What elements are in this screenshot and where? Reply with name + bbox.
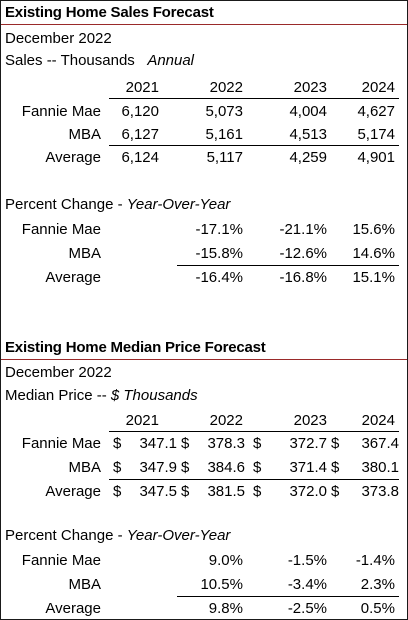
currency-symbol: $	[113, 435, 122, 452]
sales-pct-value: 14.6%	[352, 245, 395, 262]
price-row-label: Fannie Mae	[21, 435, 101, 452]
price-date: December 2022	[5, 364, 112, 381]
price-pct-value: -2.5%	[287, 600, 327, 617]
price-pct-value: 2.3%	[360, 576, 395, 593]
price-pct-value: 10.5%	[200, 576, 243, 593]
sales-year-header: 2022	[209, 79, 243, 96]
price-year-header: 2024	[361, 412, 395, 429]
sales-value: 5,117	[206, 149, 243, 166]
price-value: $347.9	[113, 459, 177, 476]
price-pct-value: 9.0%	[208, 552, 243, 569]
sales-value: 6,124	[121, 149, 159, 166]
price-value: $372.7	[253, 435, 327, 452]
price-pct-suffix: Year-Over-Year	[126, 527, 231, 544]
price-pct-value: -3.4%	[287, 576, 327, 593]
currency-symbol: $	[181, 435, 190, 452]
currency-symbol: $	[113, 483, 122, 500]
currency-symbol: $	[253, 435, 262, 452]
currency-symbol: $	[331, 435, 340, 452]
sales-row-label: MBA	[68, 126, 101, 143]
sales-units-prefix: Sales -- Thousands	[5, 52, 135, 69]
price-value: $378.3	[181, 435, 245, 452]
sales-pct-value: -16.8%	[279, 269, 327, 286]
sales-pct-prefix: Percent Change -	[5, 196, 127, 213]
total-underline	[109, 479, 399, 480]
price-units-suffix: $ Thousands	[110, 387, 198, 404]
sales-pct-value: -12.6%	[279, 245, 327, 262]
price-row-label: MBA	[68, 459, 101, 476]
price-units-prefix: Median Price --	[5, 387, 111, 404]
price-row-label: Average	[45, 483, 101, 500]
sales-year-header: 2021	[125, 79, 159, 96]
section-divider	[1, 359, 407, 360]
sales-value: 4,259	[289, 149, 327, 166]
sales-pct-value: -21.1%	[279, 221, 327, 238]
price-pct-value: -1.4%	[355, 552, 395, 569]
sales-year-header: 2023	[293, 79, 327, 96]
total-underline	[177, 596, 399, 597]
price-pct-row-label: Average	[45, 600, 101, 617]
sales-pct-suffix: Year-Over-Year	[126, 196, 231, 213]
currency-symbol: $	[331, 459, 340, 476]
price-value: $373.8	[331, 483, 399, 500]
sales-value: 4,901	[357, 149, 395, 166]
sales-row-label: Average	[45, 149, 101, 166]
currency-symbol: $	[181, 483, 190, 500]
sales-pct-row-label: Average	[45, 269, 101, 286]
sales-pct-label: Percent Change - Year-Over-Year	[5, 196, 230, 213]
price-value: $381.5	[181, 483, 245, 500]
header-underline	[109, 98, 399, 99]
sales-units-label: Sales -- Thousands Annual	[5, 52, 194, 69]
price-value: $347.1	[113, 435, 177, 452]
sales-value: 6,127	[121, 126, 159, 143]
sales-date: December 2022	[5, 30, 112, 47]
sales-section-title: Existing Home Sales Forecast	[5, 4, 214, 21]
price-year-header: 2021	[125, 412, 159, 429]
sales-pct-row-label: Fannie Mae	[21, 221, 101, 238]
sales-value: 4,513	[289, 126, 327, 143]
sales-value: 6,120	[121, 103, 159, 120]
price-pct-row-label: Fannie Mae	[21, 552, 101, 569]
price-section-title: Existing Home Median Price Forecast	[5, 339, 266, 356]
sales-pct-value: -17.1%	[195, 221, 243, 238]
price-year-header: 2022	[209, 412, 243, 429]
total-underline	[109, 145, 399, 146]
sales-units-suffix: Annual	[147, 52, 195, 69]
price-value: $367.4	[331, 435, 399, 452]
price-units-label: Median Price -- $ Thousands	[5, 387, 198, 404]
price-pct-prefix: Percent Change -	[5, 527, 127, 544]
price-pct-row-label: MBA	[68, 576, 101, 593]
currency-symbol: $	[331, 483, 340, 500]
sales-pct-value: 15.6%	[352, 221, 395, 238]
price-pct-value: -1.5%	[287, 552, 327, 569]
sales-pct-value: -15.8%	[195, 245, 243, 262]
sales-value: 4,627	[357, 103, 395, 120]
header-underline	[109, 431, 399, 432]
currency-symbol: $	[253, 483, 262, 500]
price-value: $384.6	[181, 459, 245, 476]
sales-pct-value: -16.4%	[195, 269, 243, 286]
sales-pct-value: 15.1%	[352, 269, 395, 286]
sales-value: 5,073	[205, 103, 243, 120]
sales-value: 5,161	[205, 126, 243, 143]
price-pct-label: Percent Change - Year-Over-Year	[5, 527, 230, 544]
total-underline	[177, 265, 399, 266]
sales-row-label: Fannie Mae	[21, 103, 101, 120]
price-pct-value: 0.5%	[360, 600, 395, 617]
price-value: $372.0	[253, 483, 327, 500]
sales-value: 4,004	[289, 103, 327, 120]
currency-symbol: $	[181, 459, 190, 476]
price-year-header: 2023	[293, 412, 327, 429]
price-value: $380.1	[331, 459, 399, 476]
sales-value: 5,174	[357, 126, 395, 143]
price-value: $347.5	[113, 483, 177, 500]
currency-symbol: $	[113, 459, 122, 476]
price-pct-value: 9.8%	[208, 600, 243, 617]
section-divider	[1, 24, 407, 25]
price-value: $371.4	[253, 459, 327, 476]
currency-symbol: $	[253, 459, 262, 476]
sales-pct-row-label: MBA	[68, 245, 101, 262]
sales-year-header: 2024	[361, 79, 395, 96]
